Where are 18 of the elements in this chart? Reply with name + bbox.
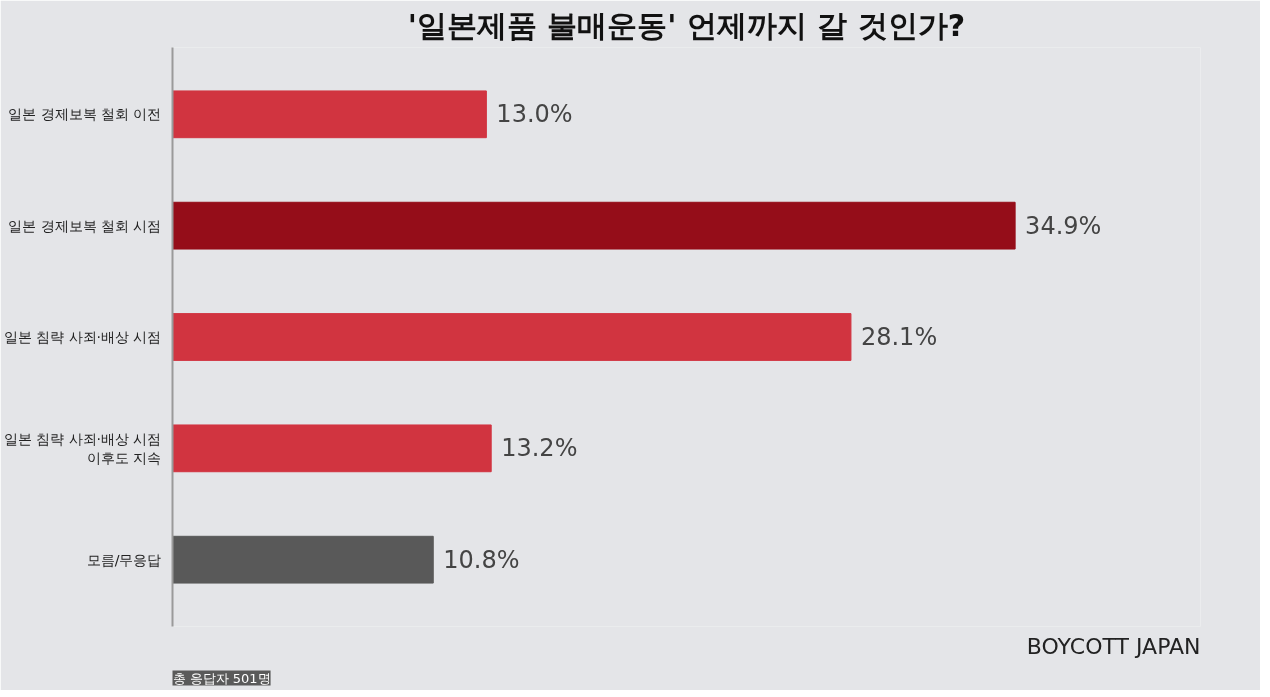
data-label: 34.9%	[1025, 211, 1102, 240]
bar	[172, 424, 492, 473]
chart-title: '일본제품 불매운동' 언제까지 갈 것인가?	[407, 7, 966, 43]
data-label: 28.1%	[860, 323, 938, 351]
data-label: 13.2%	[501, 434, 578, 463]
bar	[172, 313, 852, 361]
y-tick-label: 일본 침략 사죄·배상 시점	[3, 329, 162, 345]
y-tick-label: 일본 경제보복 철회 이전	[8, 106, 162, 123]
bar	[172, 201, 1016, 250]
bar	[172, 535, 434, 584]
text: BOYCOTT JAPAN	[1026, 633, 1201, 659]
y-tick-label: 일본 경제보복 철회 시점	[8, 217, 162, 234]
text: 총 응답자 501명	[172, 670, 271, 686]
y-tick-label: 모름/무응답	[86, 551, 162, 568]
y-tick-label: 일본 침략 사죄·배상 시점 이후도 지속	[3, 430, 162, 466]
data-label: 13.0%	[496, 100, 573, 129]
bar	[172, 90, 487, 139]
data-label: 10.8%	[443, 545, 520, 574]
